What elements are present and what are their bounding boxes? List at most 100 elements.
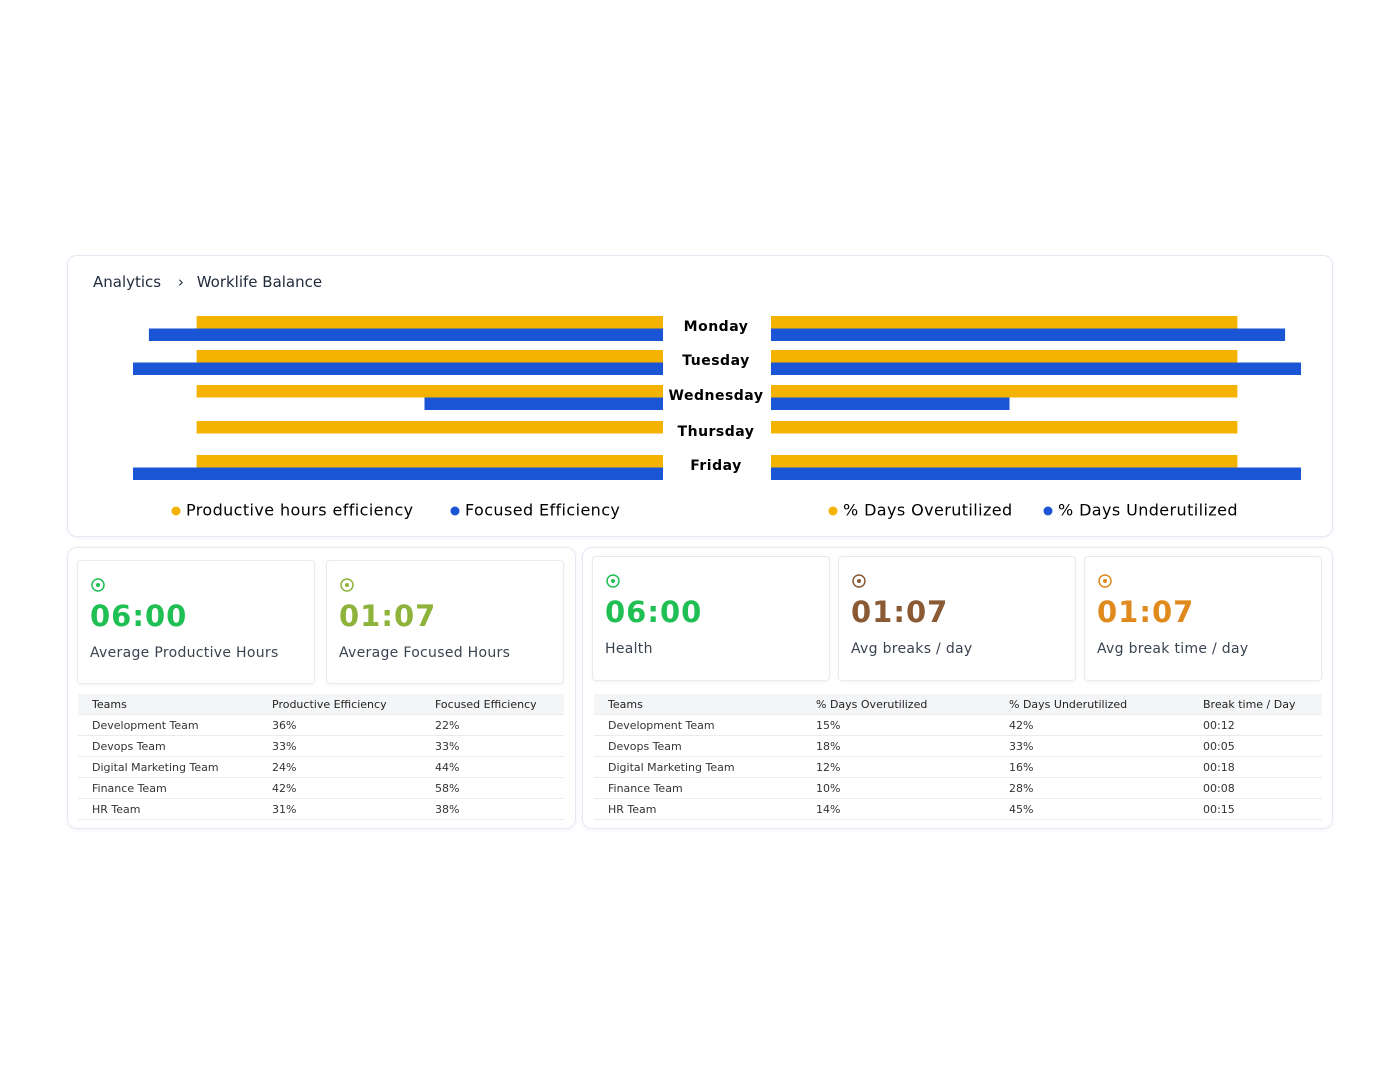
table-cell: 36% <box>258 714 421 736</box>
legend-label: Focused Efficiency <box>465 501 620 520</box>
column-header: Teams <box>594 694 802 715</box>
legend-marker <box>1043 506 1053 516</box>
table-cell: 00:05 <box>1189 735 1322 757</box>
icon-shape <box>1098 574 1112 588</box>
table-cell: Development Team <box>78 714 258 736</box>
bar <box>133 362 663 375</box>
table-cell: 24% <box>258 756 421 778</box>
icon-shape <box>1103 579 1107 583</box>
legend-marker <box>171 506 181 516</box>
category-label: Thursday <box>678 424 755 440</box>
breadcrumb-separator: › <box>177 273 184 291</box>
category-label: Tuesday <box>682 353 749 369</box>
table-row: HR Team 14% 45% 00:15 <box>594 798 1322 820</box>
bar <box>771 467 1301 480</box>
breadcrumb: Analytics › Worklife Balance <box>93 273 322 291</box>
column-header: Productive Efficiency <box>258 694 421 715</box>
icon-shape <box>96 583 100 587</box>
breadcrumb-link[interactable]: Analytics <box>93 273 162 291</box>
table-cell: 33% <box>258 735 421 757</box>
card-icon <box>606 574 620 588</box>
table-cell: 10% <box>802 777 995 799</box>
stat-card: 01:07 Avg breaks / day <box>838 556 1076 681</box>
category-label: Monday <box>684 319 749 335</box>
stat-label: Avg break time / day <box>1097 641 1249 657</box>
table-cell: 00:15 <box>1189 798 1322 820</box>
card-icon <box>852 574 866 588</box>
table-body: Development Team 15% 42% 00:12 Devops Team 18… <box>594 714 1322 820</box>
table-row: HR Team 31% 38% <box>78 798 564 820</box>
table-cell: 14% <box>802 798 995 820</box>
table-cell: 42% <box>995 714 1189 736</box>
table-body: Development Team 36% 22% Devops Team 33% 33% D… <box>78 714 564 820</box>
table-cell: 22% <box>421 714 564 736</box>
table-cell: 12% <box>802 756 995 778</box>
stat-value: 01:07 <box>851 595 949 629</box>
table-row: Devops Team 33% 33% <box>78 735 564 757</box>
table-cell: 00:12 <box>1189 714 1322 736</box>
bar <box>196 316 663 329</box>
stat-card: 06:00 Average Productive Hours <box>77 560 315 684</box>
table-row: Finance Team 42% 58% <box>78 777 564 799</box>
table-row: Devops Team 18% 33% 00:05 <box>594 735 1322 757</box>
bar <box>771 455 1238 468</box>
table-cell: 33% <box>995 735 1189 757</box>
bar <box>771 362 1301 375</box>
bar <box>196 385 663 398</box>
column-header: % Days Overutilized <box>802 694 995 715</box>
legend-label: % Days Overutilized <box>843 501 1013 520</box>
icon-shape <box>340 578 354 592</box>
icon-shape <box>345 583 349 587</box>
table-cell: 42% <box>258 777 421 799</box>
table-cell: Digital Marketing Team <box>78 756 258 778</box>
stat-value: 06:00 <box>605 595 703 629</box>
stat-label: Health <box>605 641 653 657</box>
card-icon <box>91 578 105 592</box>
bar <box>133 467 663 480</box>
bar <box>771 397 1010 410</box>
table-cell: 38% <box>421 798 564 820</box>
table-row: Development Team 36% 22% <box>78 714 564 736</box>
table-head: Teams Productive Efficiency Focused Effici… <box>78 694 564 715</box>
table-row: Digital Marketing Team 24% 44% <box>78 756 564 778</box>
column-header: % Days Underutilized <box>995 694 1189 715</box>
category-label: Wednesday <box>669 388 764 404</box>
table-cell: Devops Team <box>594 735 802 757</box>
card-icon <box>340 578 354 592</box>
stat-label: Average Productive Hours <box>90 645 279 661</box>
bar <box>196 455 663 468</box>
table-cell: HR Team <box>594 798 802 820</box>
data-table: Teams% Days Overutilized% Days Underutil… <box>594 694 1322 820</box>
table-cell: HR Team <box>78 798 258 820</box>
chart: Monday Tuesday Wednesday Thursday Friday Prod… <box>133 316 1301 520</box>
table-cell: 15% <box>802 714 995 736</box>
stat-value: 06:00 <box>90 599 188 633</box>
stat-value: 01:07 <box>1097 595 1195 629</box>
stat-label: Average Focused Hours <box>339 645 511 661</box>
table-cell: 58% <box>421 777 564 799</box>
bar <box>771 421 1238 434</box>
column-header: Teams <box>78 694 258 715</box>
legend-label: % Days Underutilized <box>1058 501 1238 520</box>
table-cell: Devops Team <box>78 735 258 757</box>
table-cell: 16% <box>995 756 1189 778</box>
bar <box>771 328 1286 341</box>
legend-marker <box>450 506 460 516</box>
legend-label: Productive hours efficiency <box>186 501 414 520</box>
category-label: Friday <box>690 458 742 474</box>
icon-shape <box>606 574 620 588</box>
bar <box>148 328 663 341</box>
stat-card: 06:00 Health <box>592 556 830 681</box>
bar <box>771 316 1238 329</box>
table-head: Teams% Days Overutilized% Days Underutil… <box>594 694 1322 715</box>
bar <box>771 385 1238 398</box>
table-cell: Development Team <box>594 714 802 736</box>
icon-shape <box>91 578 105 592</box>
stat-card: 01:07 Average Focused Hours <box>326 560 564 684</box>
bar <box>771 350 1238 363</box>
table-row: Digital Marketing Team 12% 16% 00:18 <box>594 756 1322 778</box>
bar <box>196 421 663 434</box>
stat-card: 01:07 Avg break time / day <box>1084 556 1322 681</box>
